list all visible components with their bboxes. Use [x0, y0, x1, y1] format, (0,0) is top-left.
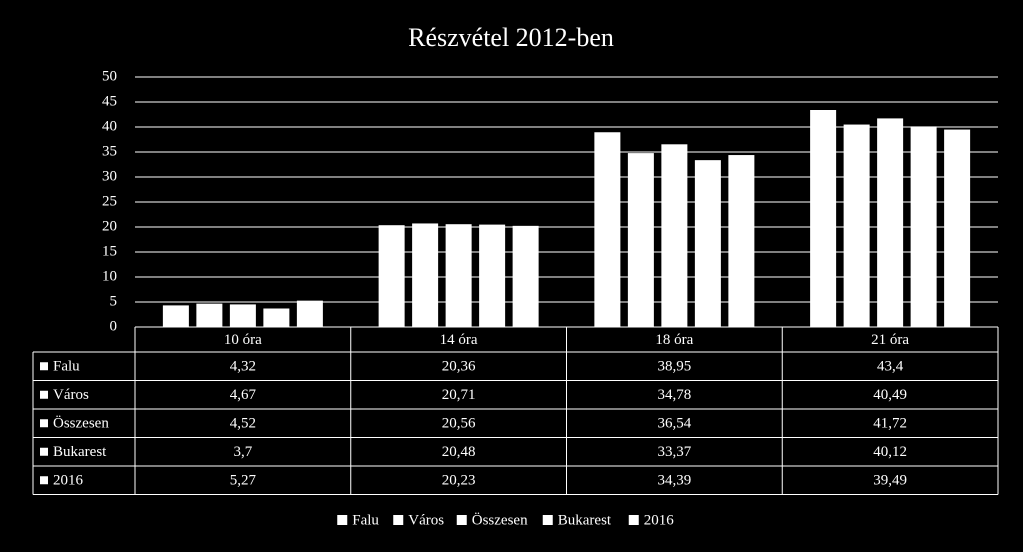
legend-label: Város [408, 512, 444, 528]
table-cell: 20,36 [442, 359, 476, 375]
table-cell: 38,95 [658, 359, 692, 375]
table-cell: 5,27 [230, 473, 257, 489]
table-cell: 20,56 [442, 416, 476, 432]
table-row-label: Összesen [53, 415, 109, 432]
table-cell: 4,67 [230, 387, 257, 403]
bar [944, 129, 971, 327]
table-row-label: Bukarest [53, 444, 107, 460]
table-cell: 34,39 [658, 473, 692, 489]
x-tick-label: 18 óra [655, 332, 693, 348]
table-cell: 20,48 [442, 444, 476, 460]
legend-key [40, 390, 48, 399]
legend-label: Összesen [472, 511, 528, 528]
bar [378, 225, 405, 327]
bar [910, 126, 937, 328]
bar [479, 224, 506, 327]
table-row-label: Falu [53, 359, 80, 375]
bar [196, 303, 223, 327]
table-row-label: Város [53, 387, 89, 403]
bar [843, 124, 870, 327]
y-tick-label: 40 [102, 118, 117, 134]
chart-title: Részvétel 2012-ben [408, 23, 614, 52]
y-tick-label: 45 [102, 93, 117, 109]
legend-key [40, 476, 48, 485]
legend-key [456, 515, 467, 525]
x-tick-label: 21 óra [871, 332, 909, 348]
x-tick-label: 14 óra [440, 332, 478, 348]
legend-key [542, 515, 553, 525]
y-tick-label: 0 [110, 318, 118, 334]
table-cell: 4,32 [230, 359, 256, 375]
table-cell: 20,23 [442, 473, 476, 489]
legend-key [393, 515, 404, 525]
y-tick-label: 10 [102, 268, 117, 284]
y-tick-label: 5 [110, 293, 118, 309]
table-cell: 40,49 [873, 387, 907, 403]
y-tick-label: 20 [102, 218, 117, 234]
table-cell: 39,49 [873, 473, 907, 489]
y-tick-label: 50 [102, 68, 117, 84]
bar [162, 305, 189, 327]
y-tick-label: 15 [102, 243, 117, 259]
table-cell: 41,72 [873, 416, 907, 432]
legend-key [40, 419, 48, 428]
bar [445, 224, 472, 327]
bar [728, 155, 755, 327]
table-cell: 34,78 [658, 387, 692, 403]
y-tick-label: 25 [102, 193, 117, 209]
bar [877, 118, 904, 328]
table-cell: 4,52 [230, 416, 256, 432]
table-cell: 43,4 [877, 359, 904, 375]
legend-key [628, 515, 639, 525]
bar [296, 300, 323, 327]
legend-label: 2016 [644, 512, 675, 528]
legend-label: Falu [352, 512, 379, 528]
legend-label: Bukarest [558, 512, 612, 528]
table-cell: 20,71 [442, 387, 476, 403]
bar [810, 110, 837, 327]
table-cell: 36,54 [658, 416, 692, 432]
table-cell: 40,12 [873, 444, 907, 460]
legend-key [337, 515, 348, 525]
legend-key [40, 447, 48, 456]
bar [661, 144, 688, 327]
bar [627, 153, 654, 327]
legend-key [40, 362, 48, 371]
bar [512, 225, 539, 327]
y-tick-label: 35 [102, 143, 117, 159]
bar [229, 304, 256, 327]
table-cell: 33,37 [658, 444, 692, 460]
table-cell: 3,7 [234, 444, 253, 460]
bar [412, 223, 439, 327]
bar [594, 132, 621, 327]
bar [263, 308, 290, 327]
table-row-label: 2016 [53, 473, 84, 489]
bar [694, 160, 721, 327]
y-tick-label: 30 [102, 168, 117, 184]
x-tick-label: 10 óra [224, 332, 262, 348]
